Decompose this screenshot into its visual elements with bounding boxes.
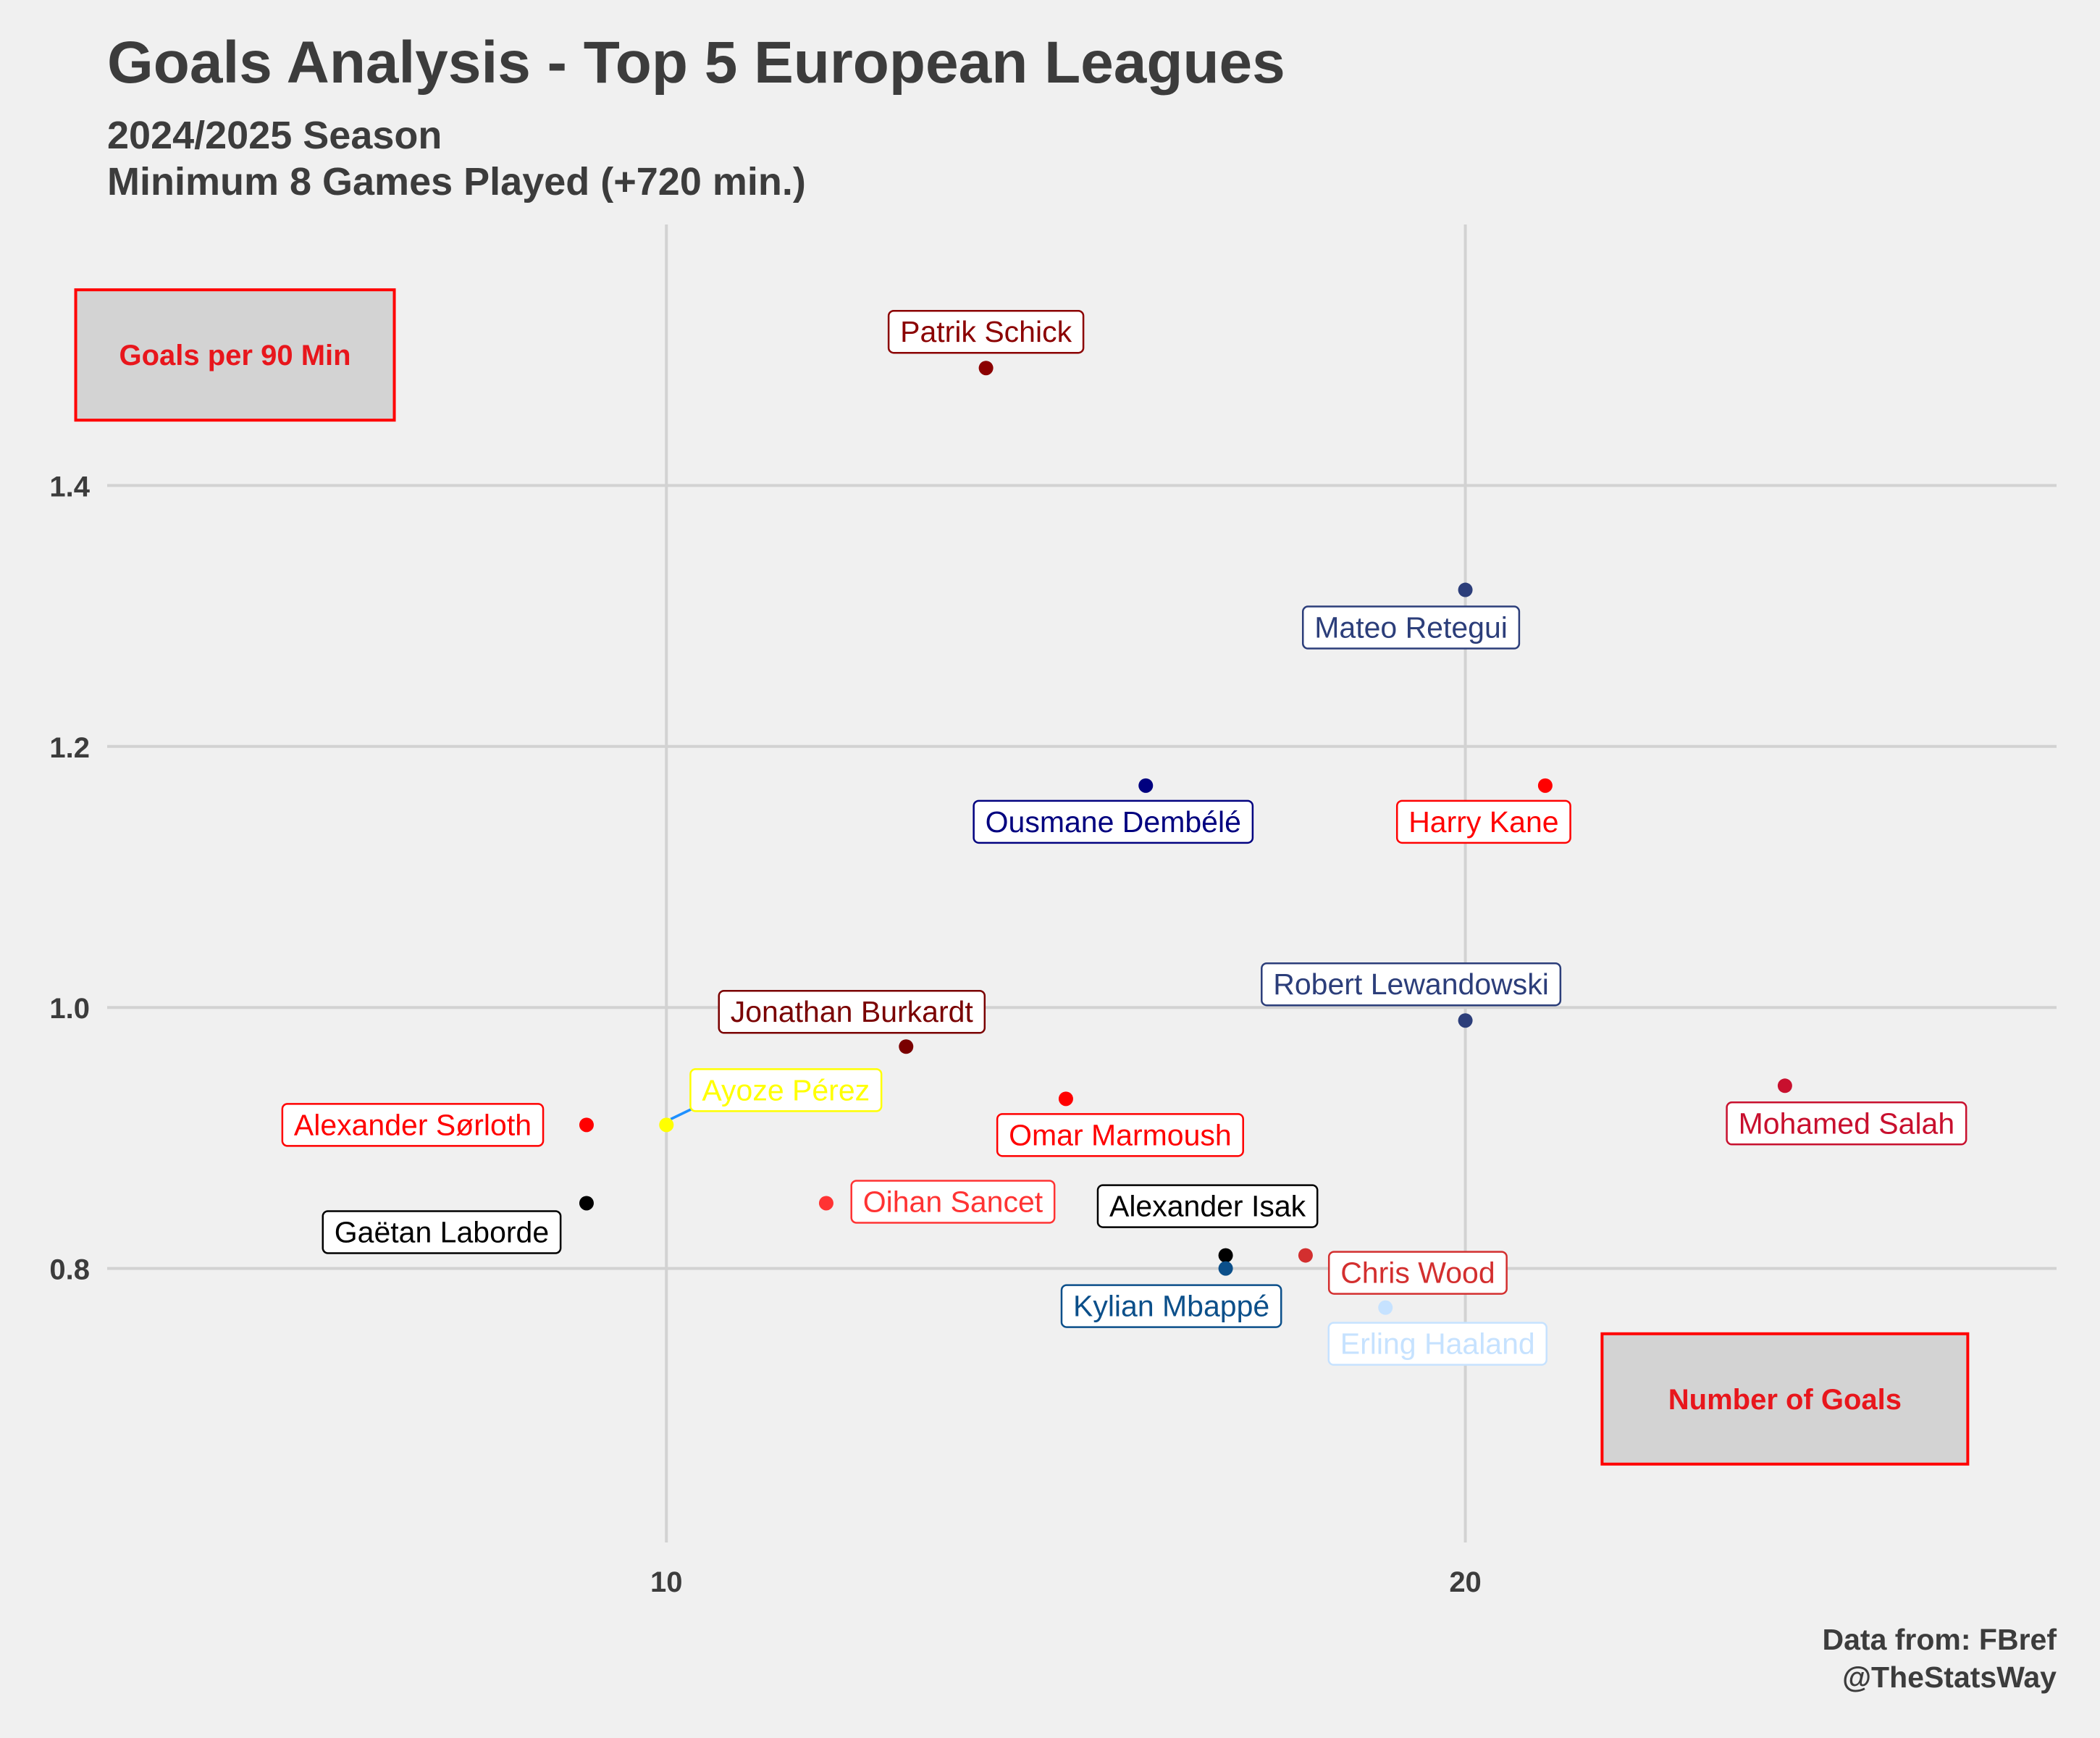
point-label-box — [1327, 1322, 1547, 1366]
data-points — [579, 361, 1792, 1315]
data-point — [978, 361, 994, 376]
point-label: Omar Marmoush — [996, 1113, 1244, 1157]
label-leader-lines — [670, 1107, 694, 1120]
point-label: Ayoze Pérez — [689, 1068, 883, 1112]
point-label-text: Alexander Sørloth — [294, 1108, 532, 1141]
point-label: Oihan Sancet — [850, 1180, 1056, 1224]
chart-subtitle-season: 2024/2025 Season — [107, 114, 442, 157]
y-axis-label-text: Goals per 90 Min — [119, 340, 350, 371]
point-label-box — [281, 1103, 545, 1147]
x-axis-label-box: Number of Goals — [1600, 1332, 1970, 1466]
point-label-box — [973, 799, 1254, 844]
x-tick-label: 20 — [1449, 1566, 1482, 1598]
point-label-box — [718, 989, 986, 1034]
point-label-text: Chris Wood — [1340, 1256, 1495, 1290]
y-axis-label-box: Goals per 90 Min — [74, 288, 396, 422]
point-label-box — [1327, 1251, 1508, 1295]
data-point — [1458, 1013, 1473, 1028]
y-tick-label: 1.2 — [49, 732, 90, 764]
data-point — [1777, 1078, 1792, 1093]
point-label: Alexander Isak — [1096, 1184, 1319, 1228]
point-label-text: Kylian Mbappé — [1073, 1290, 1269, 1323]
point-label-box — [1301, 605, 1521, 650]
data-point — [1537, 778, 1553, 793]
point-label-box — [689, 1068, 883, 1112]
point-label-box — [1726, 1101, 1967, 1146]
point-label: Chris Wood — [1327, 1251, 1508, 1295]
point-label: Kylian Mbappé — [1060, 1284, 1282, 1328]
data-point — [899, 1039, 914, 1054]
data-point — [659, 1117, 674, 1133]
caption-source: Data from: FBref — [1822, 1623, 2057, 1656]
x-axis-label-text: Number of Goals — [1668, 1384, 1902, 1416]
data-point — [1458, 582, 1473, 597]
point-label-text: Patrik Schick — [900, 315, 1072, 348]
label-leader-line — [670, 1107, 694, 1120]
data-point — [1058, 1091, 1073, 1107]
point-label-text: Jonathan Burkardt — [731, 995, 974, 1028]
axis-tick-labels: 0.8 1.0 1.2 1.4 10 20 — [49, 471, 1481, 1598]
data-point — [1218, 1248, 1233, 1263]
data-point — [1138, 778, 1154, 793]
data-point — [579, 1117, 594, 1133]
point-label: Harry Kane — [1395, 799, 1571, 844]
point-label-box — [1096, 1184, 1319, 1228]
point-label-box — [1261, 962, 1562, 1007]
point-label: Patrik Schick — [887, 309, 1085, 354]
caption: Data from: FBref @TheStatsWay — [1823, 1621, 2057, 1696]
data-point — [818, 1196, 833, 1211]
chart-title: Goals Analysis - Top 5 European Leagues — [107, 30, 1285, 96]
point-label: Robert Lewandowski — [1261, 962, 1562, 1007]
point-label-box — [322, 1210, 562, 1254]
y-tick-label: 0.8 — [49, 1254, 90, 1286]
point-label-text: Ayoze Pérez — [702, 1073, 870, 1107]
point-label: Mateo Retegui — [1301, 605, 1521, 650]
point-label: Mohamed Salah — [1726, 1101, 1967, 1146]
data-point — [579, 1196, 594, 1211]
caption-handle: @TheStatsWay — [1842, 1661, 2057, 1694]
point-label-text: Erling Haaland — [1340, 1327, 1535, 1361]
point-label-text: Oihan Sancet — [863, 1185, 1043, 1218]
point-label-text: Mohamed Salah — [1739, 1107, 1955, 1140]
point-label: Alexander Sørloth — [281, 1103, 545, 1147]
data-point — [1218, 1261, 1233, 1276]
point-label-box — [887, 309, 1085, 354]
point-label-text: Gaëtan Laborde — [335, 1215, 549, 1248]
point-label-box — [850, 1180, 1056, 1224]
point-label: Gaëtan Laborde — [322, 1210, 562, 1254]
data-point — [1378, 1300, 1393, 1315]
point-label-text: Omar Marmoush — [1009, 1118, 1232, 1151]
chart-subtitle-minimum: Minimum 8 Games Played (+720 min.) — [107, 160, 806, 203]
y-tick-label: 1.0 — [49, 993, 90, 1025]
y-tick-label: 1.4 — [49, 471, 90, 503]
x-tick-label: 10 — [650, 1566, 683, 1598]
axis-annotation-boxes: Goals per 90 Min Number of Goals — [74, 288, 1970, 1466]
point-label-box — [1060, 1284, 1282, 1328]
point-label: Ousmane Dembélé — [973, 799, 1254, 844]
point-label-box — [996, 1113, 1244, 1157]
point-label-text: Robert Lewandowski — [1273, 967, 1549, 1001]
point-label: Erling Haaland — [1327, 1322, 1547, 1366]
point-label-text: Ousmane Dembélé — [986, 805, 1241, 839]
data-point — [1298, 1248, 1313, 1263]
point-label-text: Alexander Isak — [1109, 1190, 1306, 1223]
point-label-box — [1395, 799, 1571, 844]
point-label-text: Harry Kane — [1408, 805, 1558, 839]
point-label-text: Mateo Retegui — [1314, 611, 1508, 645]
point-label: Jonathan Burkardt — [718, 989, 986, 1034]
point-labels: Patrik Schick Mateo Retegui Ousmane Dembél… — [281, 309, 1967, 1366]
